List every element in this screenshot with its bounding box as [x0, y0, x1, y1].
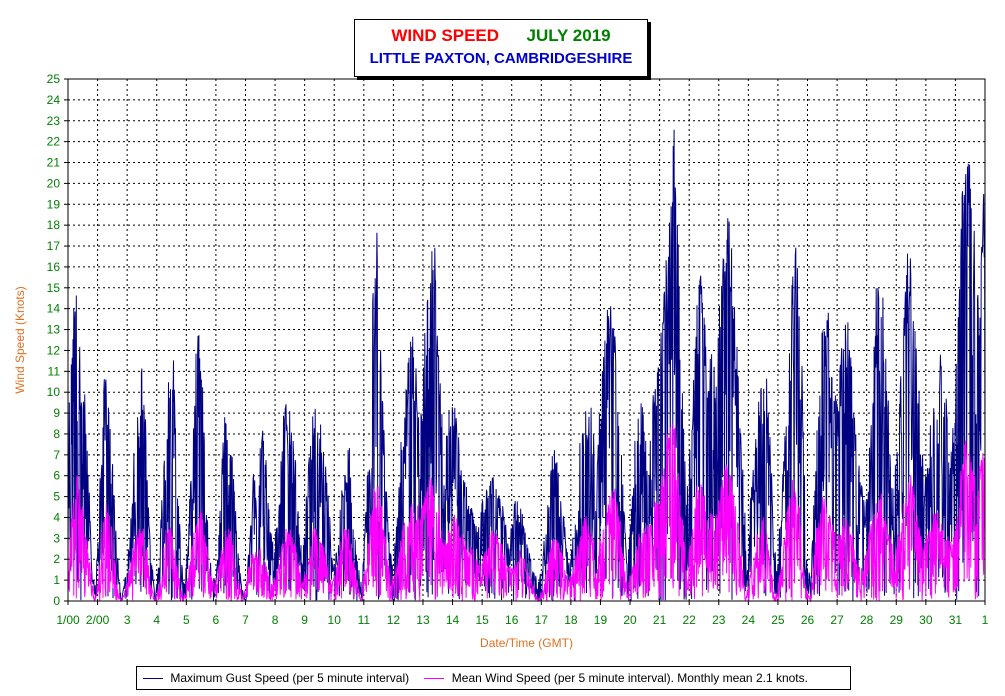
- x-tick-label: 24: [742, 613, 756, 627]
- x-tick-label: 30: [919, 613, 933, 627]
- y-tick-label: 24: [47, 93, 61, 107]
- y-tick-label: 10: [47, 385, 61, 399]
- legend: Maximum Gust Speed (per 5 minute interva…: [136, 666, 851, 690]
- x-tick-label: 3: [124, 613, 131, 627]
- x-tick-label: 12: [387, 613, 401, 627]
- x-tick-label: 29: [890, 613, 904, 627]
- y-tick-label: 17: [47, 239, 61, 253]
- y-tick-label: 6: [53, 469, 60, 483]
- y-tick-labels: 0123456789101112131415161718192021222324…: [47, 72, 68, 608]
- legend-mean-label: Mean Wind Speed (per 5 minute interval).…: [451, 671, 808, 685]
- x-tick-label: 16: [505, 613, 519, 627]
- x-axis-label: Date/Time (GMT): [480, 636, 573, 650]
- legend-gust-label: Maximum Gust Speed (per 5 minute interva…: [170, 671, 410, 685]
- mean-series-line: [67, 423, 986, 603]
- y-tick-label: 25: [47, 72, 61, 86]
- x-tick-label: 13: [416, 613, 430, 627]
- title-wind-speed: WIND SPEED: [391, 26, 500, 45]
- x-tick-label: 14: [446, 613, 460, 627]
- x-tick-label: 1: [982, 613, 989, 627]
- y-tick-label: 4: [53, 510, 60, 524]
- y-tick-label: 22: [47, 135, 61, 149]
- legend-gust-swatch: [143, 678, 163, 680]
- x-tick-label: 28: [860, 613, 874, 627]
- x-tick-label: 31: [949, 613, 963, 627]
- x-tick-label: 19: [594, 613, 608, 627]
- x-tick-label: 2/00: [86, 613, 110, 627]
- y-tick-label: 20: [47, 176, 61, 190]
- x-tick-label: 17: [535, 613, 549, 627]
- chart-title-box: WIND SPEED JULY 2019 LITTLE PAXTON, CAMB…: [354, 19, 648, 77]
- chart-subtitle: LITTLE PAXTON, CAMBRIDGESHIRE: [369, 50, 633, 67]
- x-tick-label: 23: [712, 613, 726, 627]
- y-tick-label: 8: [53, 427, 60, 441]
- x-tick-label: 8: [272, 613, 279, 627]
- y-tick-label: 23: [47, 114, 61, 128]
- title-month-year: JULY 2019: [526, 26, 611, 45]
- x-tick-label: 5: [183, 613, 190, 627]
- y-tick-label: 7: [53, 448, 60, 462]
- x-tick-label: 20: [623, 613, 637, 627]
- y-tick-label: 15: [47, 281, 61, 295]
- x-tick-label: 11: [358, 613, 371, 627]
- gust-series: [67, 129, 986, 602]
- y-tick-label: 12: [47, 343, 61, 357]
- x-tick-label: 10: [328, 613, 342, 627]
- x-tick-label: 21: [653, 613, 667, 627]
- x-tick-label: 25: [771, 613, 785, 627]
- y-tick-label: 13: [47, 323, 61, 337]
- y-tick-label: 21: [47, 156, 61, 170]
- x-tick-label: 4: [153, 613, 160, 627]
- y-axis-label: Wind Speed (Knots): [13, 286, 27, 393]
- x-tick-label: 7: [242, 613, 249, 627]
- x-tick-label: 6: [213, 613, 220, 627]
- x-tick-label: 27: [830, 613, 844, 627]
- x-tick-label: 1/00: [56, 613, 80, 627]
- x-tick-label: 9: [301, 613, 308, 627]
- plot-frame: [67, 78, 986, 602]
- x-tick-labels: 1/00 2/00 3 4 5 6 7 8 9 10 11 12 13 14 15 16 17 18 19 20 21 2…: [56, 601, 989, 627]
- x-tick-label: 26: [801, 613, 815, 627]
- y-tick-label: 1: [53, 573, 60, 587]
- mean-series: [67, 423, 986, 603]
- legend-mean-swatch: [424, 678, 445, 680]
- y-tick-label: 3: [53, 531, 60, 545]
- y-tick-label: 5: [53, 490, 60, 504]
- gust-series-line: [67, 129, 986, 602]
- y-tick-label: 18: [47, 218, 61, 232]
- y-tick-label: 14: [47, 302, 61, 316]
- x-tick-label: 18: [564, 613, 578, 627]
- y-tick-label: 9: [53, 406, 60, 420]
- y-tick-label: 0: [53, 594, 60, 608]
- y-tick-label: 19: [47, 197, 61, 211]
- x-tick-label: 22: [683, 613, 697, 627]
- y-tick-label: 11: [48, 364, 61, 378]
- chart-title: WIND SPEED JULY 2019: [355, 26, 647, 46]
- y-tick-label: 16: [47, 260, 61, 274]
- x-tick-label: 15: [475, 613, 489, 627]
- y-tick-label: 2: [53, 552, 60, 566]
